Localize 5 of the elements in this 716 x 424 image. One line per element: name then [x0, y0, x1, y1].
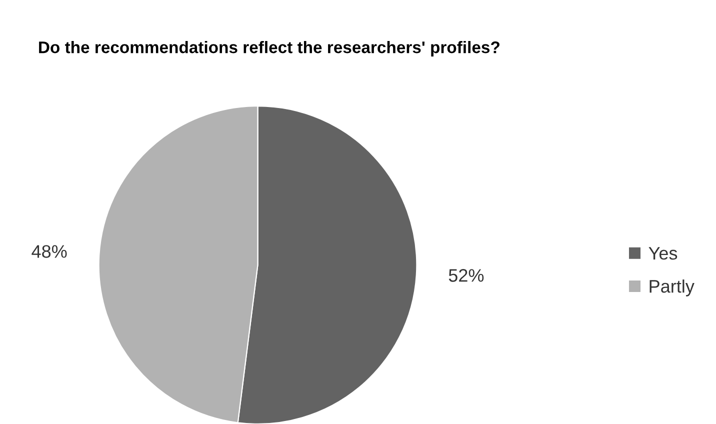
legend-label: Yes — [648, 247, 678, 260]
legend-label: Partly — [650, 279, 694, 296]
data-label: 52% — [448, 269, 484, 282]
data-label: 48% — [32, 245, 67, 258]
chart-title: Do the recommendations reflect the researchers' profiles? — [39, 40, 500, 57]
